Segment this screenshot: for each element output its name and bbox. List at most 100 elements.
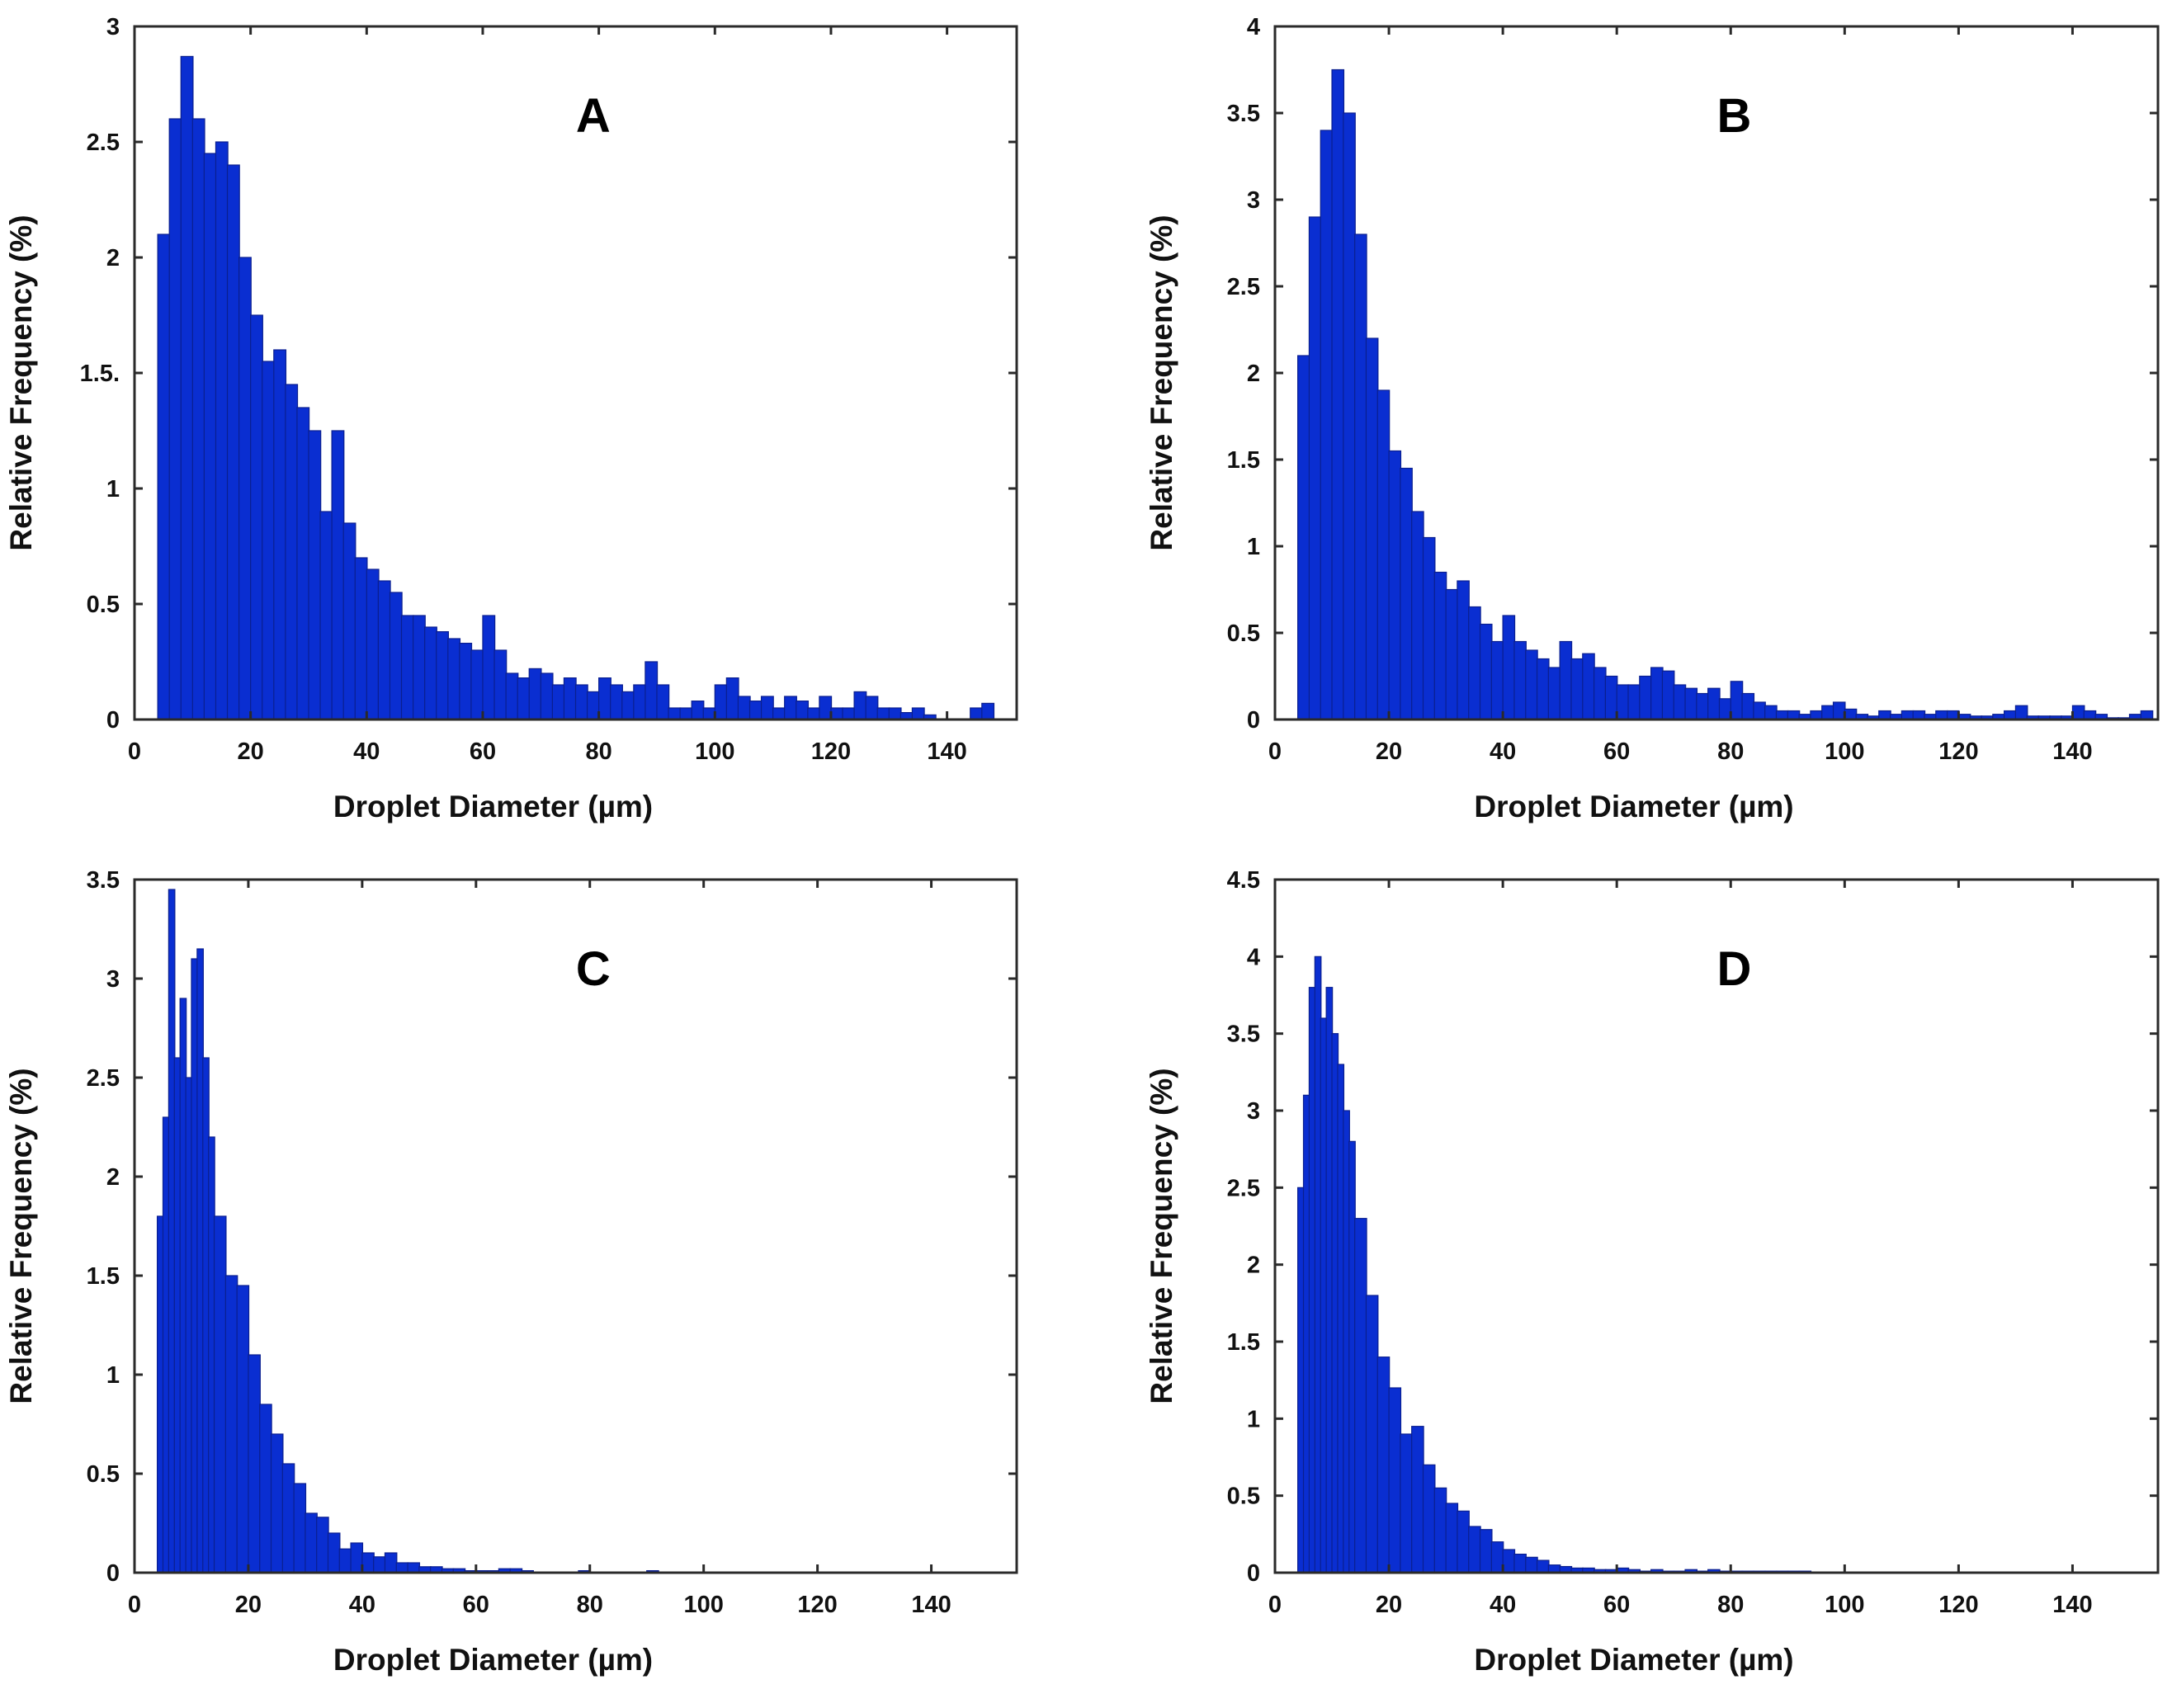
histogram-bar <box>1400 467 1413 720</box>
histogram-bar <box>1525 649 1538 720</box>
y-tick-label: 0.5 <box>87 592 120 618</box>
histogram-bar <box>970 707 984 720</box>
histogram-bar <box>1536 658 1550 720</box>
y-tick-label: 0 <box>1247 707 1260 734</box>
x-tick-label: 60 <box>1603 1592 1630 1618</box>
histogram-bar <box>1832 701 1846 720</box>
histogram-bar <box>305 1512 318 1574</box>
histogram-bar <box>714 684 728 720</box>
histogram-bar <box>830 707 844 720</box>
x-tick-label: 60 <box>470 738 496 765</box>
histogram-bar <box>2083 710 2097 720</box>
panel-label: D <box>1716 942 1751 996</box>
x-tick-label: 140 <box>2052 738 2092 765</box>
histogram-bar <box>505 672 519 720</box>
y-tick-label: 2 <box>1247 1253 1260 1279</box>
y-tick-label: 1.5 <box>1227 1329 1260 1356</box>
x-tick-label: 40 <box>349 1592 375 1618</box>
histogram-bar <box>203 153 217 720</box>
x-axis-title: Droplet Diameter (µm) <box>1474 1643 1793 1677</box>
histogram-bar <box>598 677 611 720</box>
histogram-bar <box>1878 710 1891 720</box>
histogram-bar <box>748 700 763 720</box>
histogram-bar <box>384 1552 398 1574</box>
histogram-bar <box>389 592 403 720</box>
histogram-bar <box>250 314 263 720</box>
histogram-bar <box>248 1354 261 1574</box>
histogram-bar <box>1650 667 1664 720</box>
histogram-bar <box>1582 653 1595 720</box>
histogram-bar <box>436 630 449 720</box>
histogram-bar <box>270 1433 284 1574</box>
histogram-bar <box>1422 1464 1436 1574</box>
x-tick-label: 100 <box>1825 1592 1864 1618</box>
histogram-bar <box>316 1517 329 1574</box>
histogram-bar <box>1502 615 1516 720</box>
histogram-bar <box>482 615 496 720</box>
histogram-bar <box>1354 1218 1367 1574</box>
histogram-bar <box>540 672 554 720</box>
x-tick-label: 20 <box>1376 1592 1402 1618</box>
histogram-bar <box>1730 681 1744 720</box>
histogram-bar <box>1821 705 1834 720</box>
y-tick-label: 2.5 <box>1227 1175 1260 1201</box>
y-tick-label: 1.5 <box>87 1263 120 1290</box>
histogram-bar <box>2014 705 2028 720</box>
y-tick-label: 3 <box>106 966 120 993</box>
plot-frame <box>1273 878 2160 1574</box>
histogram-bar <box>1433 571 1447 720</box>
histogram-bar <box>517 677 531 720</box>
histogram-bar <box>645 661 659 720</box>
histogram-bar <box>395 1562 409 1574</box>
histogram-bar <box>2071 705 2085 720</box>
histogram-bar <box>563 677 577 720</box>
histogram-bar <box>1741 692 1755 720</box>
histogram-bar <box>1376 389 1391 720</box>
histogram-bar <box>1445 588 1459 720</box>
x-tick-label: 0 <box>128 738 141 765</box>
histogram-bar <box>911 707 925 720</box>
x-tick-label: 100 <box>695 738 734 765</box>
histogram-bar <box>1559 640 1573 720</box>
histogram-bar <box>656 684 670 720</box>
histogram-bar <box>213 1215 227 1574</box>
x-tick-label: 100 <box>683 1592 723 1618</box>
histogram-bar <box>668 707 682 720</box>
y-tick-label: 0 <box>1247 1560 1260 1587</box>
y-tick-label: 1 <box>106 1362 120 1389</box>
histogram-bar <box>331 430 345 720</box>
histogram-bar <box>807 707 821 720</box>
x-axis-title: Droplet Diameter (µm) <box>1474 790 1793 823</box>
histogram-bar <box>551 684 565 720</box>
histogram-bar <box>1365 337 1379 720</box>
histogram-bar <box>876 707 890 720</box>
histogram-bar <box>1900 710 1915 720</box>
y-tick-label: 1 <box>106 476 120 502</box>
histogram-bar <box>1718 698 1732 720</box>
x-axis-title: Droplet Diameter (µm) <box>333 790 653 823</box>
histogram-bar <box>1604 675 1618 720</box>
histogram-bar <box>1411 1426 1424 1574</box>
x-tick-label: 20 <box>238 738 264 765</box>
histogram-bar <box>1593 667 1607 720</box>
chart-panel-b: 0 20 40 60 80 100 120 140 0 0.5 1 1.5 2 2.5 3 3.5 4 Dropl… <box>1145 14 2160 823</box>
y-tick-label: 0 <box>106 707 120 734</box>
histogram-bar <box>888 707 902 720</box>
histogram-bar <box>215 141 229 720</box>
y-tick-label: 2.5 <box>1227 274 1260 300</box>
x-tick-label: 80 <box>1717 738 1744 765</box>
y-tick-label: 3.5 <box>1227 1021 1260 1048</box>
x-tick-label: 140 <box>911 1592 951 1618</box>
histogram-bar <box>1764 705 1778 720</box>
histogram-bar <box>679 707 693 720</box>
histogram-bar <box>308 430 322 720</box>
histogram-bar <box>633 684 647 720</box>
histogram-bar <box>1320 130 1334 720</box>
histogram-bar <box>236 1285 250 1574</box>
histogram-bar <box>1457 580 1470 720</box>
histogram-bar <box>621 691 635 720</box>
y-tick-label: 0.5 <box>87 1461 120 1488</box>
histogram-bar <box>1673 684 1687 720</box>
histogram-bar <box>407 1562 421 1574</box>
y-tick-label: 3.5 <box>87 867 120 894</box>
